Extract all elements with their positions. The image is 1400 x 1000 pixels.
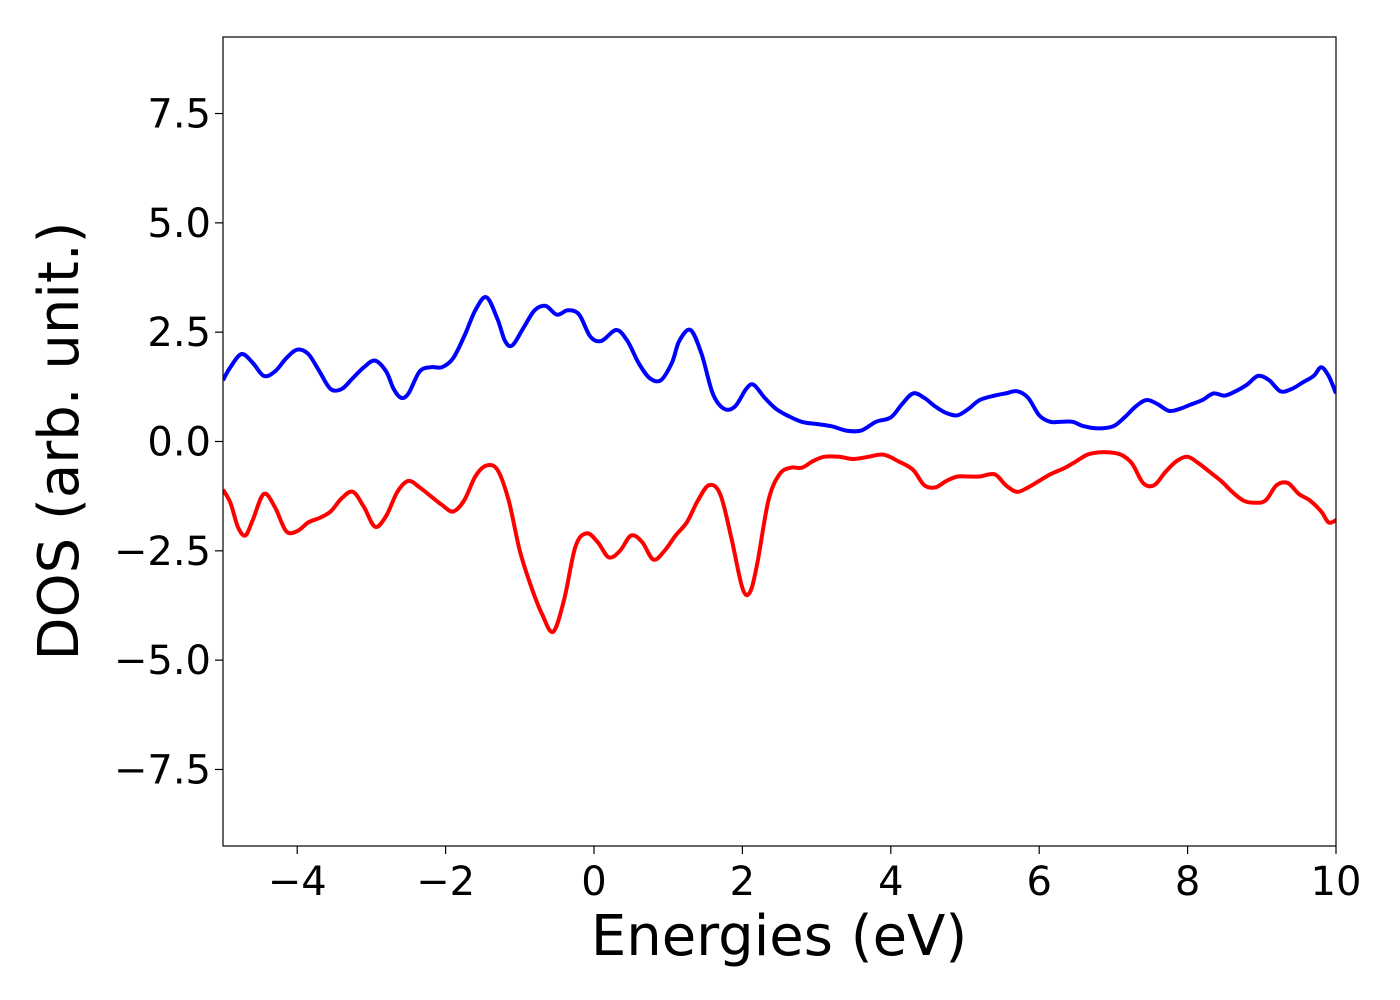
- x-axis-label: Energies (eV): [591, 904, 967, 969]
- x-tick-label: −2: [416, 859, 475, 905]
- x-tick-label: 0: [581, 859, 606, 905]
- y-axis-ticks: −7.5 −5.0 −2.5 0.0 2.5 5.0 7.5: [114, 92, 223, 793]
- plot-frame: [222, 36, 1337, 847]
- y-tick-label: −7.5: [114, 747, 211, 793]
- y-tick-label: −2.5: [114, 529, 211, 575]
- x-tick-label: −4: [268, 859, 327, 905]
- x-tick-label: 10: [1311, 859, 1362, 905]
- x-tick-label: 4: [878, 859, 903, 905]
- x-tick-label: 2: [730, 859, 755, 905]
- y-tick-label: −5.0: [114, 638, 211, 684]
- y-tick-label: 0.0: [147, 420, 211, 466]
- x-axis-ticks: −4 −2 0 2 4 6 8 10: [268, 846, 1362, 905]
- y-tick-label: 2.5: [147, 310, 211, 356]
- series-layer: [223, 295, 1336, 635]
- x-tick-label: 8: [1175, 859, 1200, 905]
- series-line-2: [223, 450, 1336, 635]
- y-tick-label: 5.0: [147, 201, 211, 247]
- y-axis-label: DOS (arb. unit.): [27, 221, 92, 660]
- series-line-1: [223, 295, 1336, 434]
- x-tick-label: 6: [1026, 859, 1051, 905]
- y-tick-label: 7.5: [147, 92, 211, 138]
